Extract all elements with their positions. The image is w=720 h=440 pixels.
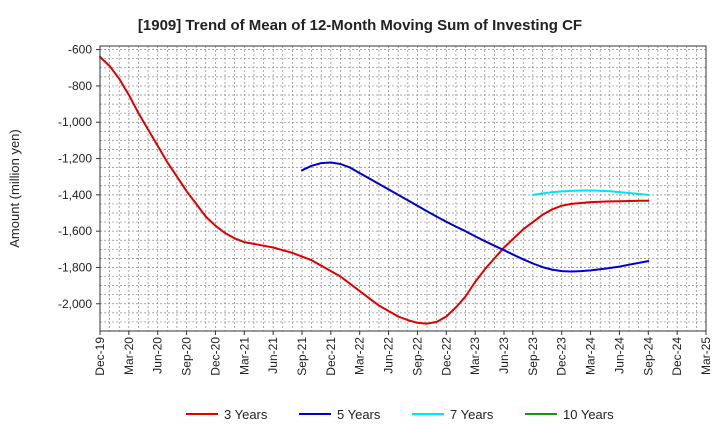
x-tick-label: Sep-24: [641, 337, 655, 376]
legend: 3 Years 5 Years 7 Years 10 Years: [186, 407, 614, 422]
y-axis-label: Amount (million yen): [7, 129, 22, 248]
x-tick-label: Sep-20: [180, 337, 194, 376]
x-tick-label: Jun-24: [612, 337, 626, 374]
x-tick-label: Dec-22: [439, 337, 453, 376]
x-axis: Dec-19 Mar-20 Jun-20 Sep-20 Dec-20 Mar-21 Jun-…: [93, 331, 713, 376]
x-tick-label: Mar-25: [699, 337, 713, 375]
series-line-1: [99, 55, 650, 325]
series-line-3: [531, 189, 650, 196]
plot-area: [99, 45, 707, 332]
x-tick-label: Mar-21: [237, 337, 251, 375]
y-tick-label: -800: [68, 79, 92, 93]
y-tick-label: -2,000: [58, 297, 92, 311]
x-tick-label: Sep-21: [295, 337, 309, 376]
chart-title: [1909] Trend of Mean of 12-Month Moving …: [138, 17, 582, 34]
x-tick-label: Mar-22: [353, 337, 367, 375]
x-tick-label: Jun-20: [151, 337, 165, 374]
x-tick-label: Jun-22: [382, 337, 396, 374]
x-tick-label: Dec-20: [208, 337, 222, 376]
plot-background: [100, 46, 706, 331]
x-tick-label: Dec-21: [324, 337, 338, 376]
legend-label: 10 Years: [563, 407, 614, 422]
legend-label: 7 Years: [450, 407, 494, 422]
x-tick-label: Sep-22: [410, 337, 424, 376]
legend-label: 3 Years: [224, 407, 268, 422]
y-tick-label: -600: [68, 43, 92, 57]
x-tick-label: Dec-23: [555, 337, 569, 376]
plot-frame: [99, 45, 707, 332]
x-tick-label: Mar-20: [122, 337, 136, 375]
y-tick-label: -1,400: [58, 188, 92, 202]
y-tick-label: -1,800: [58, 260, 92, 274]
y-axis: -600 -800 -1,000 -1,200 -1,400 -1,600 -1,800 -2…: [58, 43, 100, 311]
legend-label: 5 Years: [337, 407, 381, 422]
grid-lines: [100, 46, 706, 331]
x-tick-label: Mar-23: [468, 337, 482, 375]
x-tick-label: Dec-24: [670, 337, 684, 376]
series-layer: [99, 55, 650, 325]
y-tick-label: -1,000: [58, 115, 92, 129]
y-tick-label: -1,200: [58, 152, 92, 166]
x-tick-label: Jun-23: [497, 337, 511, 374]
series-line-2: [301, 161, 650, 273]
x-tick-label: Mar-24: [584, 337, 598, 375]
x-tick-label: Dec-19: [93, 337, 107, 376]
x-tick-label: Sep-23: [526, 337, 540, 376]
y-tick-label: -1,600: [58, 224, 92, 238]
x-tick-label: Jun-21: [266, 337, 280, 374]
